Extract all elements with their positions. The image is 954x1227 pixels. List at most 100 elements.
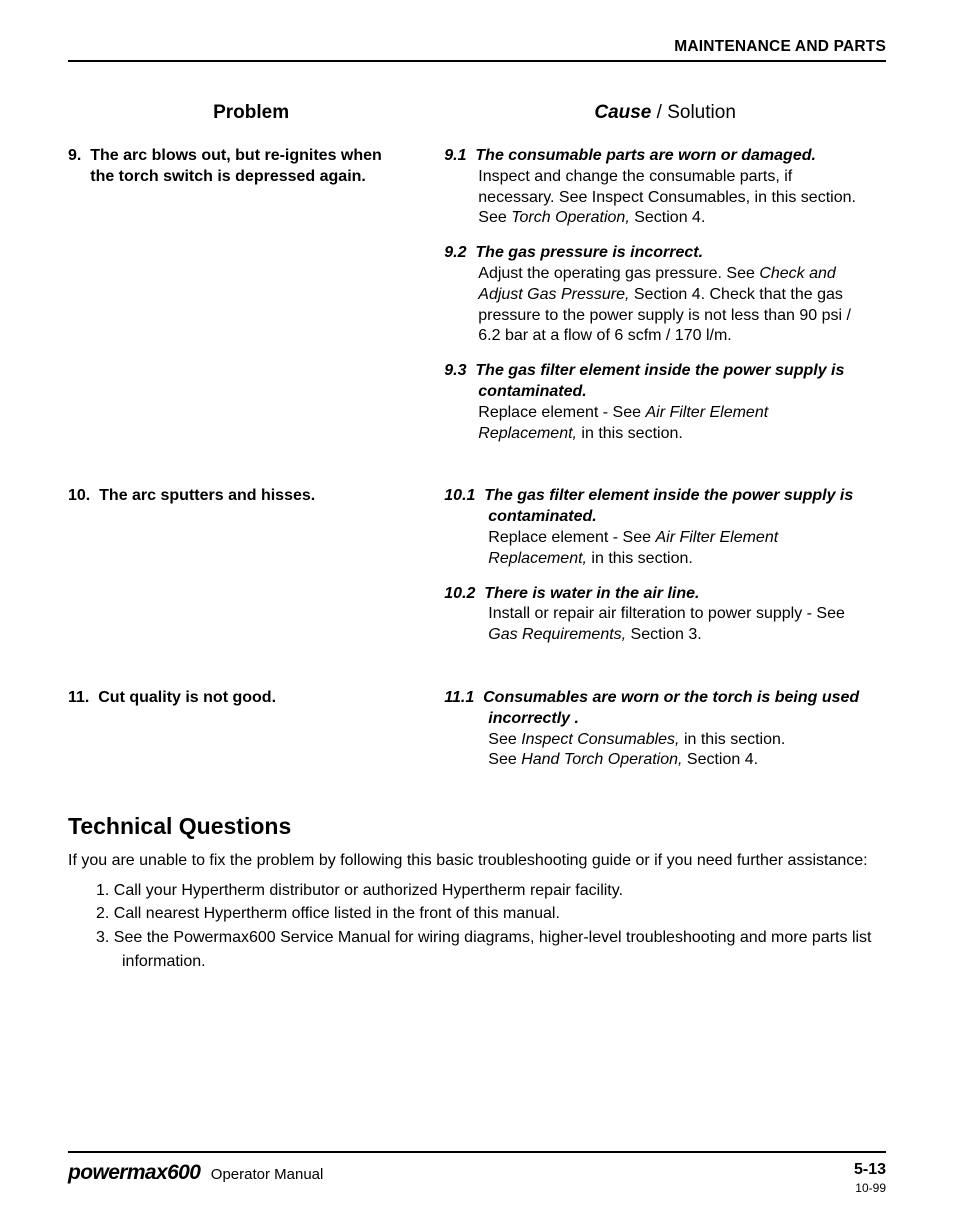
cause-9-3-l2post: in this section.: [577, 425, 683, 442]
cause-10-2-head: 10.2 There is water in the air line.: [444, 584, 886, 605]
cause-10-2-l2post: Section 3.: [626, 626, 702, 643]
problem-9-label: 9. The arc blows out, but re-ignites whe…: [68, 146, 434, 188]
problem-10-label-wrap: 10. The arc sputters and hisses.: [68, 486, 444, 660]
page: MAINTENANCE AND PARTS Problem Cause / So…: [0, 0, 954, 1227]
problem-10-causes: 10.1 The gas filter element inside the p…: [444, 486, 886, 660]
problem-9-row: 9. The arc blows out, but re-ignites whe…: [68, 146, 886, 458]
cause-9-2-head: 9.2 The gas pressure is incorrect.: [444, 243, 886, 264]
cause-9-2-l1ital: Check and: [759, 265, 836, 282]
cause-9-3-l2ital: Replacement,: [478, 425, 577, 442]
cause-11-1: 11.1 Consumables are worn or the torch i…: [444, 688, 886, 771]
problem-11-num: 11.: [68, 689, 89, 706]
cause-10-1-l2ital: Replacement,: [488, 550, 587, 567]
cause-11-1-title2: incorrectly .: [488, 710, 579, 727]
cause-9-2-l3: pressure to the power supply is not less…: [478, 307, 851, 324]
cause-9-3-head: 9.3 The gas filter element inside the po…: [444, 361, 886, 403]
technical-questions-title: Technical Questions: [68, 813, 886, 840]
cause-9-3-body: Replace element - See Air Filter Element…: [444, 403, 886, 445]
cause-9-2-l2post: Section 4. Check that the gas: [629, 286, 842, 303]
cause-9-2-body: Adjust the operating gas pressure. See C…: [444, 264, 886, 347]
cause-11-1-l2pre: See: [488, 751, 521, 768]
cause-10-1: 10.1 The gas filter element inside the p…: [444, 486, 886, 569]
cause-11-1-l1pre: See: [488, 731, 521, 748]
cause-head-slash: /: [651, 102, 667, 123]
cause-column-head: Cause / Solution: [444, 102, 886, 124]
cause-10-1-body: Replace element - See Air Filter Element…: [444, 528, 886, 570]
cause-10-1-l1ital: Air Filter Element: [655, 529, 778, 546]
cause-9-1-num: 9.1: [444, 147, 466, 164]
problem-10-num: 10.: [68, 487, 90, 504]
cause-11-1-head: 11.1 Consumables are worn or the torch i…: [444, 688, 886, 730]
tq-item-1: 1. Call your Hypertherm distributor or a…: [96, 880, 886, 902]
footer-line: powermax600 Operator Manual 5-13 10-99: [68, 1151, 886, 1195]
problem-11-label: 11. Cut quality is not good.: [68, 688, 434, 709]
cause-10-1-l1pre: Replace element - See: [488, 529, 655, 546]
cause-9-1-l3ital: Torch Operation,: [511, 209, 630, 226]
cause-head-italic: Cause: [594, 102, 651, 123]
cause-10-2-l1: Install or repair air filteration to pow…: [488, 605, 845, 622]
footer-manual: Operator Manual: [211, 1166, 324, 1183]
cause-9-1-l3pre: See: [478, 209, 511, 226]
cause-10-1-head: 10.1 The gas filter element inside the p…: [444, 486, 886, 528]
problem-10-row: 10. The arc sputters and hisses. 10.1 Th…: [68, 486, 886, 660]
cause-head-normal: Solution: [667, 102, 736, 123]
cause-10-1-title1: The gas filter element inside the power …: [484, 487, 853, 504]
problem-9-causes: 9.1 The consumable parts are worn or dam…: [444, 146, 886, 458]
problem-10-text: The arc sputters and hisses.: [99, 487, 315, 504]
col-right-head-wrap: Cause / Solution: [444, 102, 886, 124]
footer-right: 5-13 10-99: [854, 1161, 886, 1195]
cause-9-1: 9.1 The consumable parts are worn or dam…: [444, 146, 886, 229]
footer-brand: powermax600: [68, 1161, 200, 1184]
cause-9-1-body: Inspect and change the consumable parts,…: [444, 167, 886, 229]
cause-9-3-l1ital: Air Filter Element: [645, 404, 768, 421]
problem-11-row: 11. Cut quality is not good. 11.1 Consum…: [68, 688, 886, 785]
cause-10-2: 10.2 There is water in the air line. Ins…: [444, 584, 886, 646]
cause-9-3-l1pre: Replace element - See: [478, 404, 645, 421]
cause-9-2-title: The gas pressure is incorrect.: [475, 244, 703, 261]
tq-item-3a: 3. See the Powermax600 Service Manual fo…: [96, 927, 886, 949]
cause-9-1-l1: Inspect and change the consumable parts,…: [478, 168, 792, 185]
tq-item-3b: information.: [96, 951, 886, 973]
problem-11-text: Cut quality is not good.: [98, 689, 276, 706]
cause-9-2-num: 9.2: [444, 244, 466, 261]
cause-9-3-num: 9.3: [444, 362, 466, 379]
cause-9-2-l1pre: Adjust the operating gas pressure. See: [478, 265, 759, 282]
columns-header: Problem Cause / Solution: [68, 102, 886, 124]
cause-10-2-title: There is water in the air line.: [484, 585, 699, 602]
cause-9-2-l2ital: Adjust Gas Pressure,: [478, 286, 629, 303]
cause-11-1-l2post: Section 4.: [682, 751, 758, 768]
cause-9-2-l4: 6.2 bar at a flow of 6 scfm / 170 l/m.: [478, 327, 731, 344]
cause-10-1-title2: contaminated.: [488, 508, 596, 525]
cause-10-1-num: 10.1: [444, 487, 475, 504]
cause-10-2-body: Install or repair air filteration to pow…: [444, 604, 886, 646]
cause-11-1-num: 11.1: [444, 689, 474, 706]
footer-brand-num: 600: [167, 1161, 200, 1184]
cause-11-1-l1ital: Inspect Consumables,: [521, 731, 679, 748]
footer-left: powermax600 Operator Manual: [68, 1161, 323, 1185]
problem-11-label-wrap: 11. Cut quality is not good.: [68, 688, 444, 785]
problem-9-line2: the torch switch is depressed again.: [90, 168, 366, 185]
page-footer: powermax600 Operator Manual 5-13 10-99: [68, 1151, 886, 1195]
section-header-text: MAINTENANCE AND PARTS: [674, 38, 886, 55]
cause-11-1-l2ital: Hand Torch Operation,: [521, 751, 682, 768]
problem-column-head: Problem: [68, 102, 434, 124]
technical-questions-list: 1. Call your Hypertherm distributor or a…: [68, 880, 886, 972]
footer-date: 10-99: [854, 1181, 886, 1195]
problem-9-num: 9.: [68, 147, 81, 164]
problem-10-label: 10. The arc sputters and hisses.: [68, 486, 434, 507]
footer-brand-text: powermax: [68, 1161, 167, 1184]
cause-9-3: 9.3 The gas filter element inside the po…: [444, 361, 886, 444]
cause-10-2-l2ital: Gas Requirements,: [488, 626, 626, 643]
cause-10-2-num: 10.2: [444, 585, 475, 602]
cause-9-1-l2: necessary. See Inspect Consumables, in t…: [478, 189, 856, 206]
problem-9-line1: The arc blows out, but re-ignites when: [90, 147, 382, 164]
problem-11-causes: 11.1 Consumables are worn or the torch i…: [444, 688, 886, 785]
footer-page-number: 5-13: [854, 1161, 886, 1179]
cause-11-1-l1post: in this section.: [680, 731, 786, 748]
cause-9-1-l3post: Section 4.: [630, 209, 706, 226]
tq-item-2: 2. Call nearest Hypertherm office listed…: [96, 903, 886, 925]
cause-9-1-title: The consumable parts are worn or damaged…: [475, 147, 816, 164]
col-left-head-wrap: Problem: [68, 102, 444, 124]
cause-9-3-title2: contaminated.: [478, 383, 586, 400]
technical-questions-intro: If you are unable to fix the problem by …: [68, 850, 886, 872]
